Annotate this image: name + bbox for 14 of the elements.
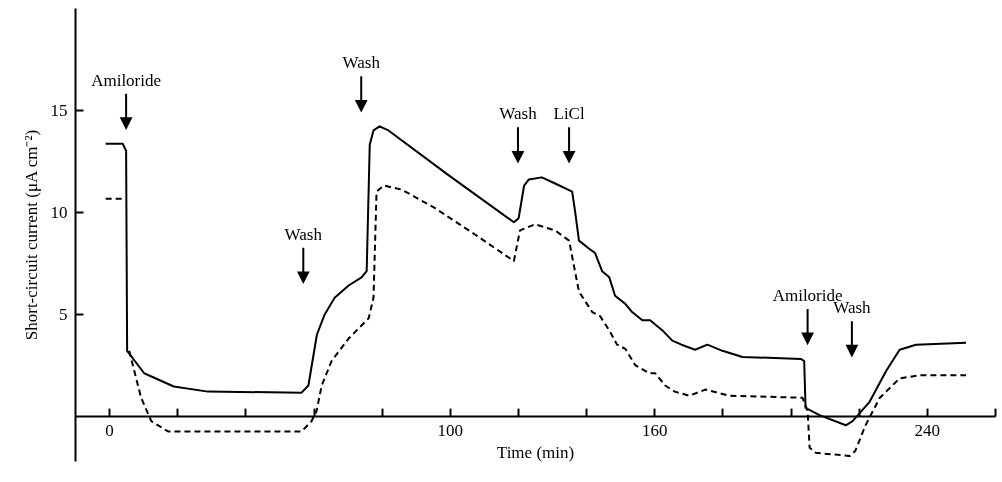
y-axis-title: Short-circuit current (μA cm⁻²) (21, 129, 41, 341)
y-tick-label: 10 (50, 202, 68, 222)
annotation: Wash (499, 104, 538, 124)
annotation: Wash (284, 224, 323, 244)
annotation: LiCl (553, 104, 585, 124)
annotation: Wash (342, 53, 381, 73)
x-tick-label: 240 (914, 420, 941, 440)
x-tick-label: 0 (105, 420, 114, 440)
y-tick-label: 15 (50, 100, 68, 120)
x-tick-label: 100 (437, 420, 464, 440)
x-tick-label: 160 (642, 420, 668, 440)
annotation: Amiloride (91, 70, 162, 90)
y-tick-label: 5 (59, 304, 68, 324)
x-axis-title: Time (min) (496, 442, 575, 462)
